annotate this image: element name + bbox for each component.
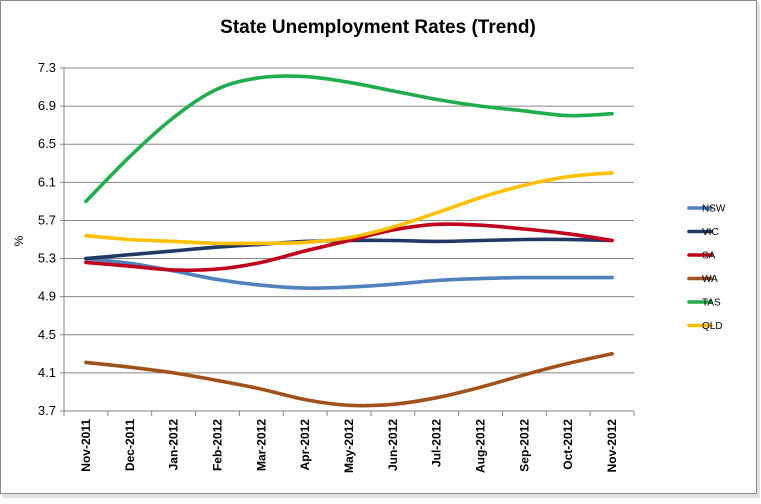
x-tick-label: Jul-2012 (430, 419, 444, 467)
y-tick-label: 5.3 (38, 251, 56, 266)
y-tick-label: 6.5 (38, 136, 56, 151)
x-tick-label: Aug-2012 (474, 419, 488, 473)
series-line-wa (84, 352, 614, 408)
series-line-qld (84, 171, 614, 246)
x-tick-label: May-2012 (342, 419, 356, 473)
legend-label-nsw: NSW (702, 204, 726, 215)
y-tick-label: 5.7 (38, 212, 56, 227)
y-tick-label: 7.3 (38, 60, 56, 75)
x-tick-label: Mar-2012 (254, 419, 268, 471)
x-tick-label: Nov-2012 (605, 419, 619, 473)
y-axis-ticks: 7.3 6.9 6.5 6.1 5.7 5.3 4.9 4.5 4.1 3.7 (38, 60, 64, 418)
x-tick-label: Apr-2012 (298, 419, 312, 471)
series-line-sa (84, 222, 614, 273)
legend-label-qld: QLD (702, 321, 723, 332)
x-tick-label: Jun-2012 (386, 419, 400, 471)
chart-shadow-bottom (3, 494, 759, 498)
series-lines (84, 74, 614, 408)
x-axis-ticks: Nov-2011 Dec-2011 Jan-2012 Feb-2012 Mar-2012… (63, 411, 635, 473)
chart-border (0, 0, 757, 494)
y-tick-label: 4.1 (38, 365, 56, 380)
x-tick-label: Dec-2011 (123, 419, 137, 471)
y-tick-label: 4.5 (38, 327, 56, 342)
legend: NSW VIC SA WA TAS QLD (687, 204, 726, 332)
y-tick-label: 6.1 (38, 174, 56, 189)
y-tick-label: 4.9 (38, 289, 56, 304)
legend-label-wa: WA (702, 274, 718, 285)
y-tick-label: 3.7 (38, 403, 56, 418)
x-tick-label: Feb-2012 (210, 419, 224, 471)
chart-shadow-right (757, 3, 760, 498)
x-tick-label: Jan-2012 (167, 419, 181, 471)
series-line-tas (84, 74, 614, 204)
gridlines (64, 67, 634, 374)
legend-label-vic: VIC (702, 227, 719, 238)
y-tick-label: 6.9 (38, 98, 56, 113)
legend-label-sa: SA (702, 251, 716, 262)
chart-title: State Unemployment Rates (Trend) (220, 17, 536, 38)
x-tick-label: Nov-2011 (79, 419, 93, 472)
x-tick-label: Sep-2012 (517, 419, 531, 472)
legend-label-tas: TAS (702, 298, 721, 309)
y-axis-label: % (12, 235, 26, 246)
x-tick-label: Oct-2012 (561, 419, 575, 470)
